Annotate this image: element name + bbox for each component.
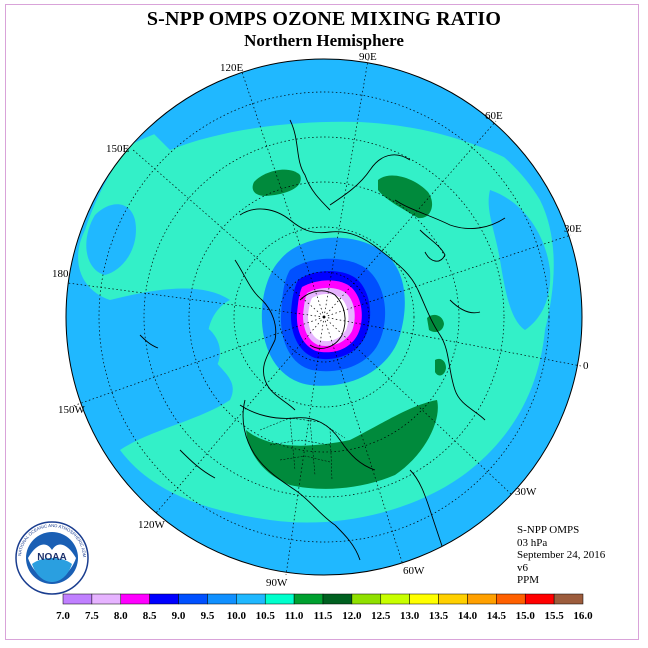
colorbar-tick-label: 12.0 bbox=[342, 610, 362, 622]
lon-label-60e: 60E bbox=[485, 110, 503, 122]
colorbar-tick-label: 8.5 bbox=[143, 610, 157, 622]
colorbar-swatch bbox=[264, 593, 295, 605]
colorbar-tick-label: 11.0 bbox=[285, 610, 304, 622]
us-state-lines bbox=[259, 417, 346, 481]
colorbar-swatch bbox=[62, 593, 93, 605]
colorbar-tick-label: 15.5 bbox=[544, 610, 564, 622]
colorbar-tick-label: 9.5 bbox=[201, 610, 215, 622]
colorbar-tick-label: 7.5 bbox=[85, 610, 99, 622]
colorbar-swatch bbox=[524, 593, 555, 605]
graticule bbox=[67, 59, 582, 576]
colorbar-tick-label: 8.0 bbox=[114, 610, 128, 622]
colorbar-swatch bbox=[207, 593, 237, 605]
info-date: September 24, 2016 bbox=[517, 549, 606, 561]
lon-label-120e: 120E bbox=[220, 62, 244, 74]
colorbar-tick-label: 14.0 bbox=[458, 610, 478, 622]
contour-10-0-lobe-east bbox=[488, 190, 551, 330]
contour-10-0-lobe-west bbox=[86, 204, 136, 275]
lon-label-30w: 30W bbox=[515, 486, 537, 498]
lon-label-150e: 150E bbox=[106, 143, 130, 155]
contour-11-5-patch-1 bbox=[252, 169, 301, 196]
info-units: PPM bbox=[517, 574, 540, 586]
colorbar-swatch bbox=[91, 593, 122, 605]
colorbar: 7.0 7.5 8.0 8.5 9.0 9.5 10.0 10.5 11.0 11.5 12.0 12… bbox=[56, 593, 593, 622]
colorbar-tick-label: 14.5 bbox=[487, 610, 507, 622]
colorbar-swatch bbox=[409, 593, 439, 605]
colorbar-tick-label: 13.5 bbox=[429, 610, 449, 622]
contour-10-0-lobe-north bbox=[140, 90, 510, 160]
colorbar-tick-label: 15.0 bbox=[516, 610, 536, 622]
colorbar-tick-label: 9.0 bbox=[172, 610, 186, 622]
lon-label-120w: 120W bbox=[138, 519, 165, 531]
figure-frame bbox=[5, 4, 639, 640]
info-block: S-NPP OMPS 03 hPa September 24, 2016 v6 … bbox=[517, 524, 605, 587]
lon-label-90e: 90E bbox=[359, 51, 377, 63]
info-level: 03 hPa bbox=[517, 536, 548, 549]
colorbar-tick-label: 13.0 bbox=[400, 610, 420, 622]
colorbar-swatch bbox=[467, 593, 497, 605]
colorbar-tick-label: 16.0 bbox=[573, 610, 593, 622]
colorbar-tick-label: 12.5 bbox=[371, 610, 391, 622]
contour-11-5-patch-3 bbox=[246, 400, 438, 489]
lon-label-180: 180 bbox=[52, 268, 69, 280]
map-border bbox=[65, 58, 583, 576]
colorbar-swatch bbox=[438, 593, 468, 605]
colorbar-swatch bbox=[553, 593, 584, 605]
map-title: S-NPP OMPS OZONE MIXING RATIO bbox=[146, 8, 502, 30]
colorbar-tick-label: 10.0 bbox=[227, 610, 247, 622]
colorbar-tick-label: 7.0 bbox=[56, 610, 70, 622]
colorbar-swatch bbox=[236, 593, 266, 605]
lon-label-60w: 60W bbox=[403, 565, 425, 577]
contour-11-5-patch-2 bbox=[378, 175, 433, 219]
colorbar-swatch bbox=[120, 593, 150, 605]
contour-11-5-patch-5 bbox=[435, 358, 446, 376]
lon-label-90w: 90W bbox=[266, 577, 288, 589]
lon-label-0: 0 bbox=[583, 360, 589, 372]
colorbar-swatch bbox=[351, 593, 382, 605]
colorbar-swatch bbox=[178, 593, 208, 605]
contour-10-0-lobe-south bbox=[66, 306, 220, 440]
lon-label-150w: 150W bbox=[58, 404, 85, 416]
colorbar-swatch bbox=[322, 593, 353, 605]
colorbar-tick-label: 10.5 bbox=[256, 610, 276, 622]
noaa-logo-text: NOAA bbox=[37, 552, 66, 563]
colorbar-tick-label: 11.5 bbox=[314, 610, 333, 622]
colorbar-swatch bbox=[380, 593, 410, 605]
info-instrument: S-NPP OMPS bbox=[517, 524, 580, 536]
lon-label-30e: 30E bbox=[564, 223, 582, 235]
map-subtitle: Northern Hemisphere bbox=[244, 31, 404, 50]
info-version: v6 bbox=[517, 561, 528, 574]
colorbar-swatch bbox=[149, 593, 179, 605]
colorbar-swatch bbox=[293, 593, 324, 605]
colorbar-swatch bbox=[496, 593, 526, 605]
noaa-logo: NOAA NATIONAL OCEANIC AND ATMOSPHERIC AD… bbox=[14, 520, 89, 595]
